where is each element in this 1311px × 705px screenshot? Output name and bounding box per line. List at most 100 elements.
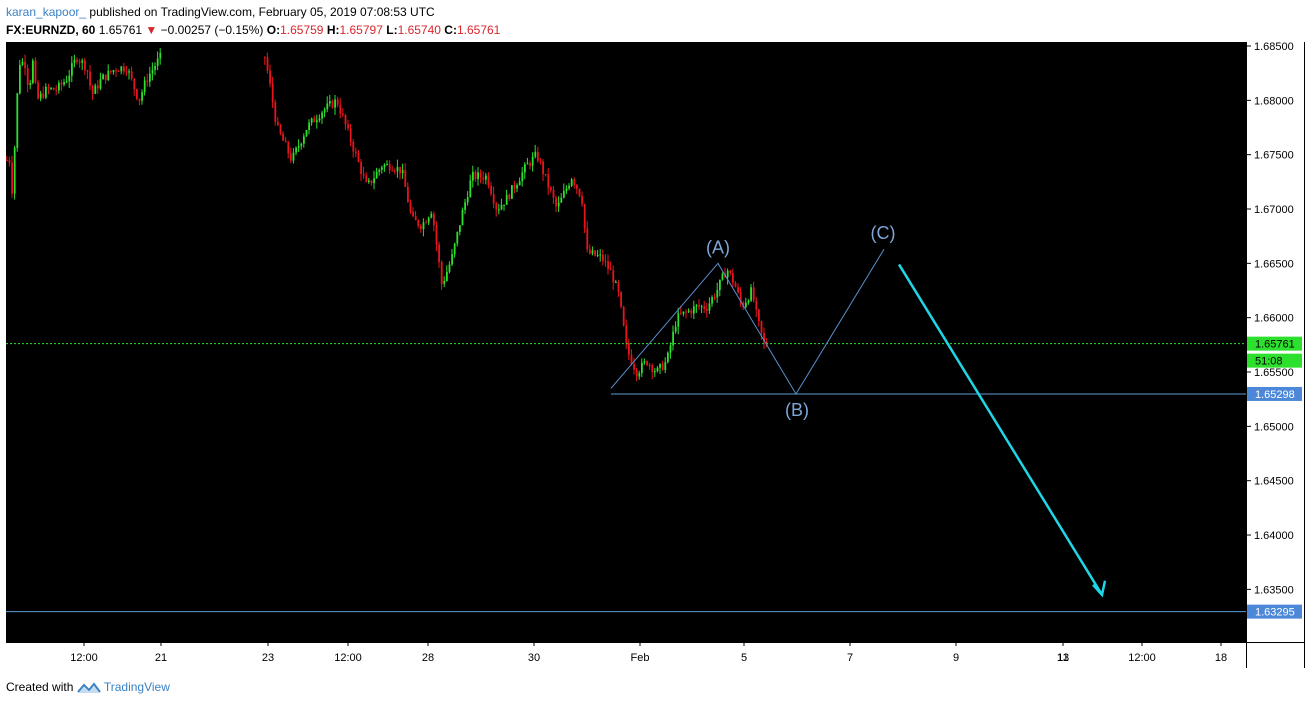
candle-body: [316, 120, 318, 123]
candle-body: [521, 172, 524, 182]
open-value: 1.65759: [280, 23, 324, 37]
candle-body: [693, 306, 695, 314]
x-tick-label: 13: [1057, 652, 1069, 664]
low-label: L:: [386, 23, 398, 37]
candle-body: [492, 194, 495, 204]
candle-body: [524, 164, 526, 173]
candle-body: [703, 306, 706, 309]
candle-body: [373, 178, 375, 184]
candle-body: [581, 196, 583, 205]
support-level-badge-label: 1.65298: [1255, 389, 1295, 401]
candle-body: [586, 228, 589, 250]
candle-body: [443, 280, 446, 284]
candle-body: [612, 270, 615, 283]
candle-body: [352, 141, 355, 152]
candle-body: [37, 82, 39, 99]
high-label: H:: [326, 23, 340, 37]
x-tick-label: 9: [953, 652, 959, 664]
y-tick-label: 1.67000: [1254, 204, 1294, 216]
price-chart[interactable]: (A)(B)(C) 1.685001.680001.675001.670001.…: [6, 42, 1305, 668]
candle-body: [264, 56, 266, 58]
candle-body: [563, 190, 565, 198]
candle-body: [750, 287, 752, 301]
candle-body: [446, 271, 448, 281]
tradingview-brand[interactable]: TradingView: [103, 680, 170, 694]
price-scale: 1.68500 1.68000 1.67500 1.67000 1.66500 1.660…: [1246, 42, 1302, 619]
candle-body: [326, 103, 329, 110]
candle-body: [295, 147, 297, 153]
candle-body: [669, 345, 672, 353]
candle-body: [656, 367, 659, 372]
candle-body: [8, 160, 11, 163]
countdown-badge-label: 51:08: [1255, 356, 1283, 368]
y-tick-label: 1.66000: [1254, 313, 1294, 325]
candle-body: [628, 342, 630, 355]
candle-body: [130, 71, 133, 79]
candle-body: [287, 142, 290, 154]
candle-body: [641, 362, 643, 374]
countdown-badge: [1247, 353, 1302, 368]
candle-body: [76, 59, 78, 62]
candle-body: [277, 122, 279, 125]
candle-body: [716, 289, 719, 298]
candle-body: [339, 104, 342, 114]
candle-body: [711, 297, 713, 304]
candle-body: [500, 205, 503, 210]
candle-body: [21, 61, 24, 65]
candle-body: [329, 101, 331, 104]
candle-body: [646, 361, 648, 366]
time-axis[interactable]: [6, 642, 1246, 668]
candle-body: [596, 255, 599, 257]
candle-body: [747, 300, 750, 303]
down-arrow-icon: ▼: [145, 23, 158, 37]
current-price-badge-label: 1.65761: [1255, 339, 1295, 351]
candle-body: [433, 213, 435, 226]
current-price-badge: [1247, 336, 1302, 351]
y-tick-label: 1.68000: [1254, 95, 1294, 107]
candle-body: [362, 173, 365, 176]
candle-body: [55, 89, 58, 91]
candle-body: [672, 331, 674, 346]
candle-body: [290, 153, 292, 161]
candle-body: [271, 83, 274, 103]
candle-body: [45, 86, 47, 98]
candle-body: [123, 66, 125, 72]
author-link[interactable]: karan_kapoor_: [6, 5, 87, 19]
candle-body: [578, 188, 581, 197]
last-price: 1.65761: [98, 23, 143, 37]
candle-body: [107, 70, 110, 80]
candle-body: [94, 85, 97, 94]
candle-body: [633, 364, 635, 370]
candle-body: [729, 270, 732, 274]
chart-area[interactable]: (A) (B) (C) 1.68500 1.68000 1.67500 1.67000 1.…: [6, 42, 1305, 668]
candle-body: [365, 175, 368, 182]
candle-body: [695, 305, 698, 307]
candle-body: [625, 325, 628, 343]
candle-body: [91, 85, 94, 94]
candle-body: [303, 136, 305, 144]
candle-body: [594, 250, 596, 256]
candle-body: [498, 209, 500, 211]
candle-body: [583, 204, 586, 229]
candle-body: [420, 225, 422, 230]
candle-body: [758, 309, 760, 322]
candle-body: [334, 99, 336, 108]
abc-wave-path[interactable]: [610, 248, 885, 395]
candle-body: [357, 153, 360, 162]
projection-arrow[interactable]: [897, 263, 1104, 596]
candle-body: [687, 310, 690, 312]
candle-body: [375, 171, 378, 179]
candle-body: [282, 133, 284, 141]
candle-body: [503, 204, 505, 206]
candle-body: [485, 175, 487, 180]
x-tick-label: 7: [847, 652, 853, 664]
candle-body: [537, 151, 539, 161]
wave-label: (A): [706, 237, 730, 257]
candle-body: [63, 82, 65, 85]
candle-body: [19, 64, 21, 94]
candle-body: [6, 160, 8, 162]
candle-body: [125, 71, 128, 73]
candle-body: [381, 167, 383, 170]
candle-body: [99, 79, 102, 89]
candle-body: [149, 73, 151, 82]
